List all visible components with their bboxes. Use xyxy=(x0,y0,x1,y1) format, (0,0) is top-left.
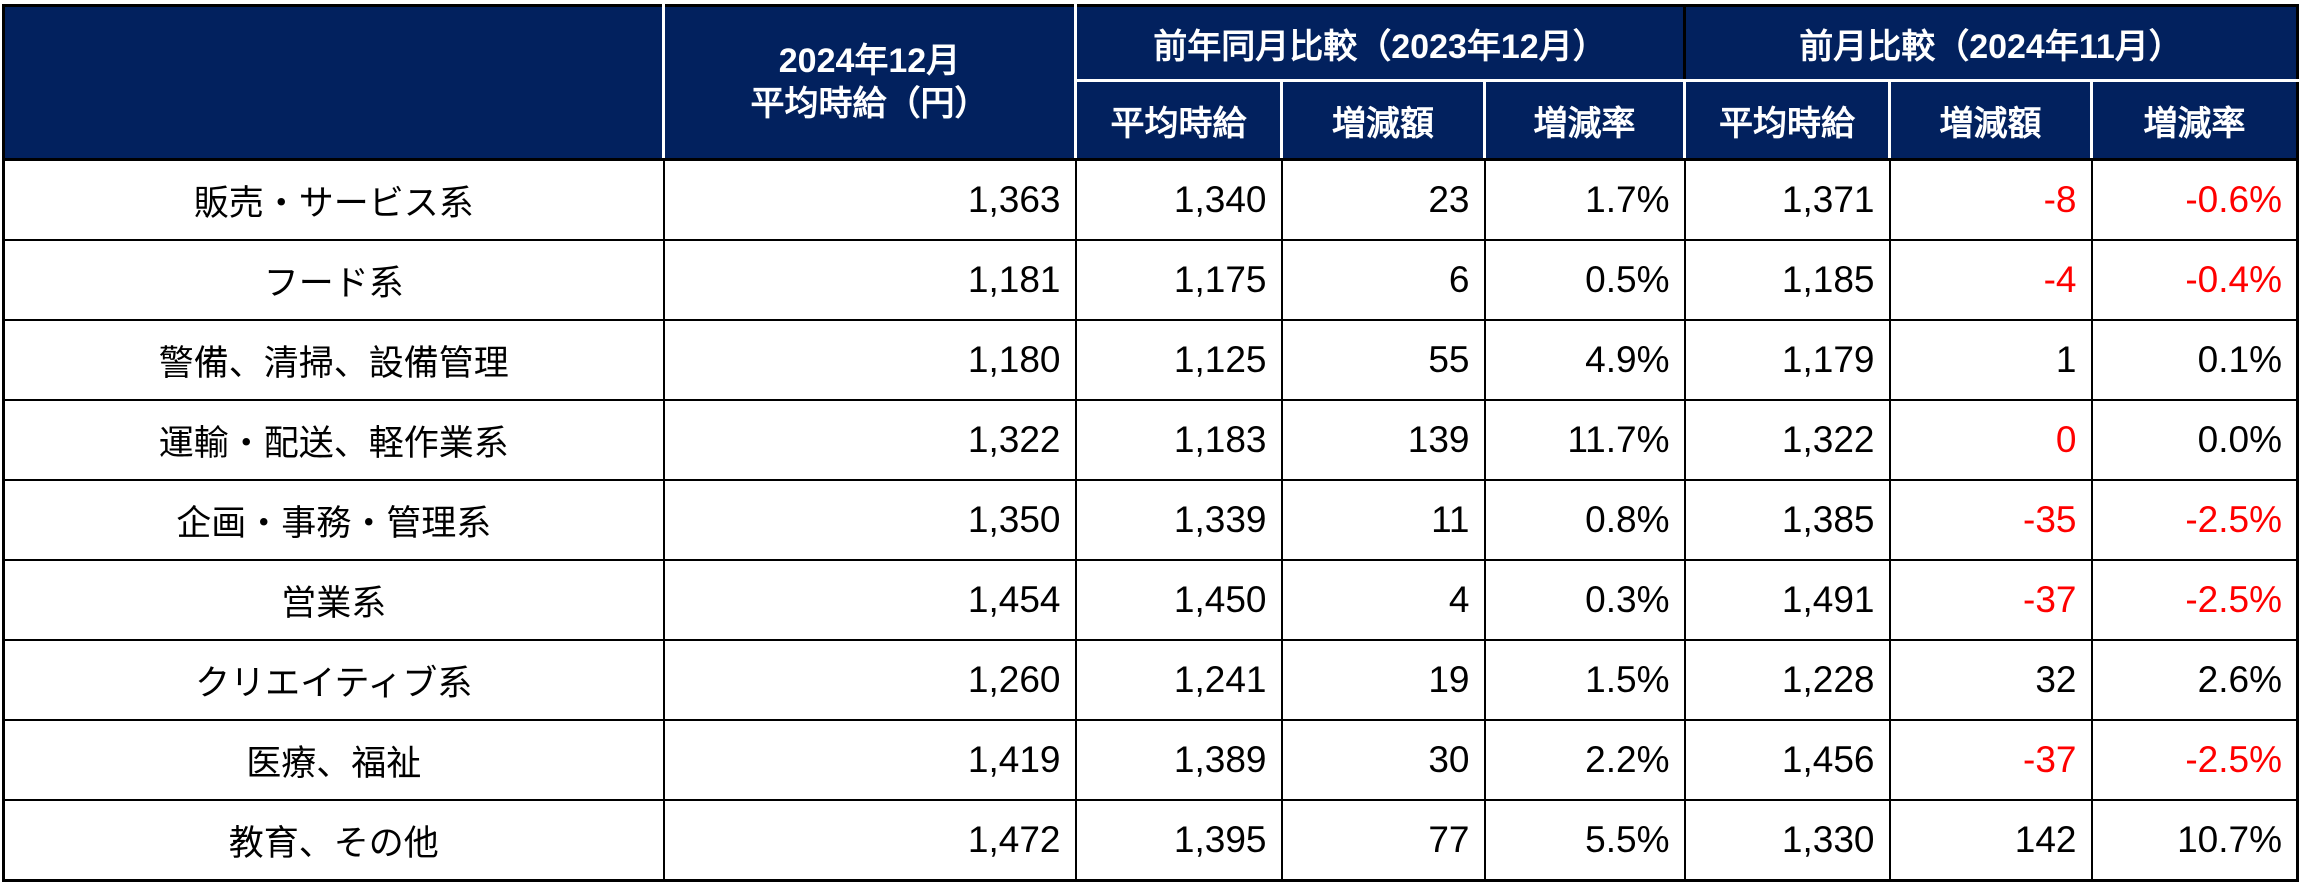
mom-avg-cell: 1,322 xyxy=(1683,399,1891,481)
table-row: 営業系 1,454 1,450 4 0.3% 1,491 -37 -2.5% xyxy=(2,559,2300,641)
mom-avg-cell: 1,491 xyxy=(1683,559,1891,641)
yoy-diff-cell: 23 xyxy=(1280,158,1486,241)
yoy-avg-cell: 1,175 xyxy=(1074,239,1283,321)
table-row: 企画・事務・管理系 1,350 1,339 11 0.8% 1,385 -35 -2.5% xyxy=(2,479,2300,561)
yoy-diff-cell: 30 xyxy=(1280,719,1486,801)
mom-rate-cell: 0.0% xyxy=(2090,399,2300,481)
yoy-rate-cell: 5.5% xyxy=(1483,799,1686,882)
table-row: 警備、清掃、設備管理 1,180 1,125 55 4.9% 1,179 1 0.1% xyxy=(2,319,2300,401)
yoy-avg-cell: 1,125 xyxy=(1074,319,1283,401)
yoy-avg-cell: 1,340 xyxy=(1074,158,1283,241)
yoy-diff-cell: 55 xyxy=(1280,319,1486,401)
yoy-rate-cell: 1.7% xyxy=(1483,158,1686,241)
yoy-avg-cell: 1,241 xyxy=(1074,639,1283,721)
mom-avg-wage-subheader: 平均時給 xyxy=(1683,79,1891,161)
mom-rate-cell: -0.4% xyxy=(2090,239,2300,321)
hourly-wage-comparison-table: 2024年12月 平均時給（円） 前年同月比較（2023年12月） 前月比較（2… xyxy=(2,4,2300,882)
mom-rate-cell: -2.5% xyxy=(2090,559,2300,641)
yoy-avg-cell: 1,183 xyxy=(1074,399,1283,481)
yoy-rate-cell: 0.5% xyxy=(1483,239,1686,321)
category-cell: フード系 xyxy=(2,239,665,321)
yoy-diff-cell: 6 xyxy=(1280,239,1486,321)
dec-avg-cell: 1,454 xyxy=(662,559,1077,641)
mom-diff-cell: 32 xyxy=(1888,639,2093,721)
category-cell: 営業系 xyxy=(2,559,665,641)
yoy-diff-cell: 139 xyxy=(1280,399,1486,481)
mom-diff-cell: 1 xyxy=(1888,319,2093,401)
mom-rate-cell: 0.1% xyxy=(2090,319,2300,401)
mom-rate-cell: -2.5% xyxy=(2090,719,2300,801)
table-body: 販売・サービス系 1,363 1,340 23 1.7% 1,371 -8 -0.6% フード系… xyxy=(2,158,2300,882)
mom-rate-cell: 10.7% xyxy=(2090,799,2300,882)
yoy-rate-cell: 4.9% xyxy=(1483,319,1686,401)
mom-avg-cell: 1,185 xyxy=(1683,239,1891,321)
yoy-avg-cell: 1,339 xyxy=(1074,479,1283,561)
table-row: 医療、福祉 1,419 1,389 30 2.2% 1,456 -37 -2.5% xyxy=(2,719,2300,801)
mom-diff-cell: -8 xyxy=(1888,158,2093,241)
dec-avg-cell: 1,350 xyxy=(662,479,1077,561)
dec-avg-cell: 1,260 xyxy=(662,639,1077,721)
mom-diff-cell: -35 xyxy=(1888,479,2093,561)
dec-avg-cell: 1,419 xyxy=(662,719,1077,801)
yoy-rate-cell: 0.8% xyxy=(1483,479,1686,561)
dec-avg-cell: 1,363 xyxy=(662,158,1077,241)
category-cell: クリエイティブ系 xyxy=(2,639,665,721)
mom-diff-cell: 142 xyxy=(1888,799,2093,882)
yoy-diff-cell: 77 xyxy=(1280,799,1486,882)
mom-diff-cell: -4 xyxy=(1888,239,2093,321)
yoy-rate-cell: 0.3% xyxy=(1483,559,1686,641)
table-row: 販売・サービス系 1,363 1,340 23 1.7% 1,371 -8 -0.6% xyxy=(2,158,2300,241)
yoy-avg-cell: 1,395 xyxy=(1074,799,1283,882)
yoy-comparison-group-header: 前年同月比較（2023年12月） xyxy=(1074,4,1686,82)
yoy-rate-cell: 11.7% xyxy=(1483,399,1686,481)
mom-diff-rate-subheader: 増減率 xyxy=(2089,79,2300,161)
dec-avg-cell: 1,181 xyxy=(662,239,1077,321)
yoy-rate-cell: 1.5% xyxy=(1483,639,1686,721)
yoy-diff-amount-subheader: 増減額 xyxy=(1280,79,1486,161)
yoy-diff-rate-subheader: 増減率 xyxy=(1483,79,1686,161)
table-row: 教育、その他 1,472 1,395 77 5.5% 1,330 142 10.7% xyxy=(2,799,2300,882)
category-header-blank xyxy=(2,4,665,161)
mom-comparison-group-header: 前月比較（2024年11月） xyxy=(1682,4,2300,82)
yoy-avg-cell: 1,389 xyxy=(1074,719,1283,801)
yoy-diff-cell: 19 xyxy=(1280,639,1486,721)
category-cell: 運輸・配送、軽作業系 xyxy=(2,399,665,481)
mom-avg-cell: 1,385 xyxy=(1683,479,1891,561)
yoy-rate-cell: 2.2% xyxy=(1483,719,1686,801)
table-header: 2024年12月 平均時給（円） 前年同月比較（2023年12月） 前月比較（2… xyxy=(2,4,2300,161)
dec-2024-avg-wage-header: 2024年12月 平均時給（円） xyxy=(662,4,1077,161)
yoy-avg-wage-subheader: 平均時給 xyxy=(1074,79,1283,161)
mom-avg-cell: 1,179 xyxy=(1683,319,1891,401)
mom-avg-cell: 1,371 xyxy=(1683,158,1891,241)
category-cell: 警備、清掃、設備管理 xyxy=(2,319,665,401)
table-row: 運輸・配送、軽作業系 1,322 1,183 139 11.7% 1,322 0 0.0% xyxy=(2,399,2300,481)
mom-diff-cell: 0 xyxy=(1888,399,2093,481)
mom-diff-cell: -37 xyxy=(1888,719,2093,801)
table-row: フード系 1,181 1,175 6 0.5% 1,185 -4 -0.4% xyxy=(2,239,2300,321)
yoy-diff-cell: 4 xyxy=(1280,559,1486,641)
category-cell: 医療、福祉 xyxy=(2,719,665,801)
mom-diff-amount-subheader: 増減額 xyxy=(1888,79,2093,161)
mom-rate-cell: -2.5% xyxy=(2090,479,2300,561)
category-cell: 企画・事務・管理系 xyxy=(2,479,665,561)
table-row: クリエイティブ系 1,260 1,241 19 1.5% 1,228 32 2.6% xyxy=(2,639,2300,721)
mom-diff-cell: -37 xyxy=(1888,559,2093,641)
mom-avg-cell: 1,330 xyxy=(1683,799,1891,882)
dec-avg-cell: 1,180 xyxy=(662,319,1077,401)
yoy-diff-cell: 11 xyxy=(1280,479,1486,561)
yoy-avg-cell: 1,450 xyxy=(1074,559,1283,641)
dec-avg-cell: 1,472 xyxy=(662,799,1077,882)
mom-avg-cell: 1,228 xyxy=(1683,639,1891,721)
mom-rate-cell: 2.6% xyxy=(2090,639,2300,721)
category-cell: 教育、その他 xyxy=(2,799,665,882)
mom-avg-cell: 1,456 xyxy=(1683,719,1891,801)
mom-rate-cell: -0.6% xyxy=(2090,158,2300,241)
category-cell: 販売・サービス系 xyxy=(2,158,665,241)
dec-avg-cell: 1,322 xyxy=(662,399,1077,481)
